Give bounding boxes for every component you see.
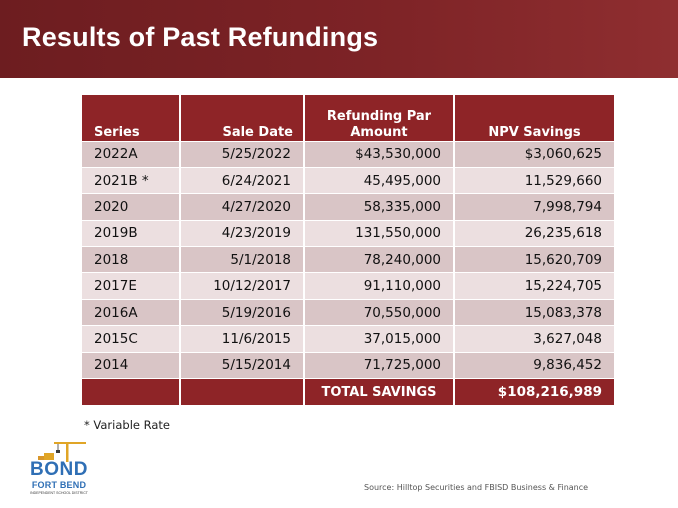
total-row: TOTAL SAVINGS $108,216,989: [82, 378, 614, 407]
logo-tiny: INDEPENDENT SCHOOL DISTRICT: [30, 491, 88, 495]
table-row: 2021B * 6/24/2021 45,495,000 11,529,660: [82, 167, 614, 195]
title-bar: Results of Past Refundings: [0, 0, 678, 78]
cell-sale-date: 5/15/2014: [180, 352, 305, 380]
cell-par-amount: 91,110,000: [304, 272, 455, 300]
cell-sale-date: 11/6/2015: [180, 325, 305, 353]
cell-sale-date: 5/19/2016: [180, 299, 305, 327]
cell-series: 2015C: [82, 325, 181, 353]
cell-npv-savings: $3,060,625: [454, 141, 614, 168]
cell-series: 2018: [82, 246, 181, 274]
logo-sub: FORT BEND: [31, 480, 87, 490]
cell-sale-date: 10/12/2017: [180, 272, 305, 300]
cell-series: 2020: [82, 193, 181, 221]
cell-series: 2022A: [82, 141, 181, 168]
refundings-table: Series Sale Date Refunding Par Amount NP…: [82, 95, 614, 407]
table-row: 2022A 5/25/2022 $43,530,000 $3,060,625: [82, 141, 614, 168]
table-row: 2015C 11/6/2015 37,015,000 3,627,048: [82, 325, 614, 353]
cell-npv-savings: 3,627,048: [454, 325, 614, 353]
total-savings-value: $108,216,989: [454, 378, 614, 407]
table-row: 2018 5/1/2018 78,240,000 15,620,709: [82, 246, 614, 274]
cell-series: 2014: [82, 352, 181, 380]
cell-sale-date: 4/23/2019: [180, 220, 305, 248]
table-row: 2014 5/15/2014 71,725,000 9,836,452: [82, 352, 614, 380]
cell-sale-date: 4/27/2020: [180, 193, 305, 221]
header-npv-savings: NPV Savings: [454, 95, 614, 142]
cell-npv-savings: 11,529,660: [454, 167, 614, 195]
table-row: 2019B 4/23/2019 131,550,000 26,235,618: [82, 220, 614, 248]
total-savings-label: TOTAL SAVINGS: [304, 378, 455, 407]
slide-title: Results of Past Refundings: [22, 22, 379, 52]
cell-sale-date: 6/24/2021: [180, 167, 305, 195]
total-empty-cell: [82, 378, 181, 407]
bond-fort-bend-logo: BOND FORT BEND INDEPENDENT SCHOOL DISTRI…: [26, 440, 92, 498]
table-row: 2016A 5/19/2016 70,550,000 15,083,378: [82, 299, 614, 327]
cell-npv-savings: 15,224,705: [454, 272, 614, 300]
cell-par-amount: 58,335,000: [304, 193, 455, 221]
header-refunding-par-amount: Refunding Par Amount: [304, 95, 455, 142]
cell-sale-date: 5/25/2022: [180, 141, 305, 168]
cell-npv-savings: 9,836,452: [454, 352, 614, 380]
table-row: 2020 4/27/2020 58,335,000 7,998,794: [82, 193, 614, 221]
cell-par-amount: 78,240,000: [304, 246, 455, 274]
table-row: 2017E 10/12/2017 91,110,000 15,224,705: [82, 272, 614, 300]
cell-par-amount: 70,550,000: [304, 299, 455, 327]
cell-series: 2019B: [82, 220, 181, 248]
cell-npv-savings: 7,998,794: [454, 193, 614, 221]
cell-series: 2021B *: [82, 167, 181, 195]
logo-word: BOND: [30, 459, 88, 480]
cell-npv-savings: 15,083,378: [454, 299, 614, 327]
total-empty-cell: [180, 378, 305, 407]
header-series: Series: [82, 95, 181, 142]
crane-icon: [38, 442, 86, 462]
cell-series: 2017E: [82, 272, 181, 300]
cell-npv-savings: 15,620,709: [454, 246, 614, 274]
cell-par-amount: $43,530,000: [304, 141, 455, 168]
cell-sale-date: 5/1/2018: [180, 246, 305, 274]
header-sale-date: Sale Date: [180, 95, 305, 142]
header-par-line1: Refunding Par: [326, 108, 432, 124]
cell-par-amount: 37,015,000: [304, 325, 455, 353]
cell-par-amount: 71,725,000: [304, 352, 455, 380]
cell-par-amount: 45,495,000: [304, 167, 455, 195]
cell-par-amount: 131,550,000: [304, 220, 455, 248]
header-par-line2: Amount: [350, 124, 408, 140]
cell-series: 2016A: [82, 299, 181, 327]
cell-npv-savings: 26,235,618: [454, 220, 614, 248]
table-header-row: Series Sale Date Refunding Par Amount NP…: [82, 95, 614, 142]
footnote-variable-rate: * Variable Rate: [84, 418, 170, 432]
source-note: Source: Hilltop Securities and FBISD Bus…: [364, 483, 589, 492]
